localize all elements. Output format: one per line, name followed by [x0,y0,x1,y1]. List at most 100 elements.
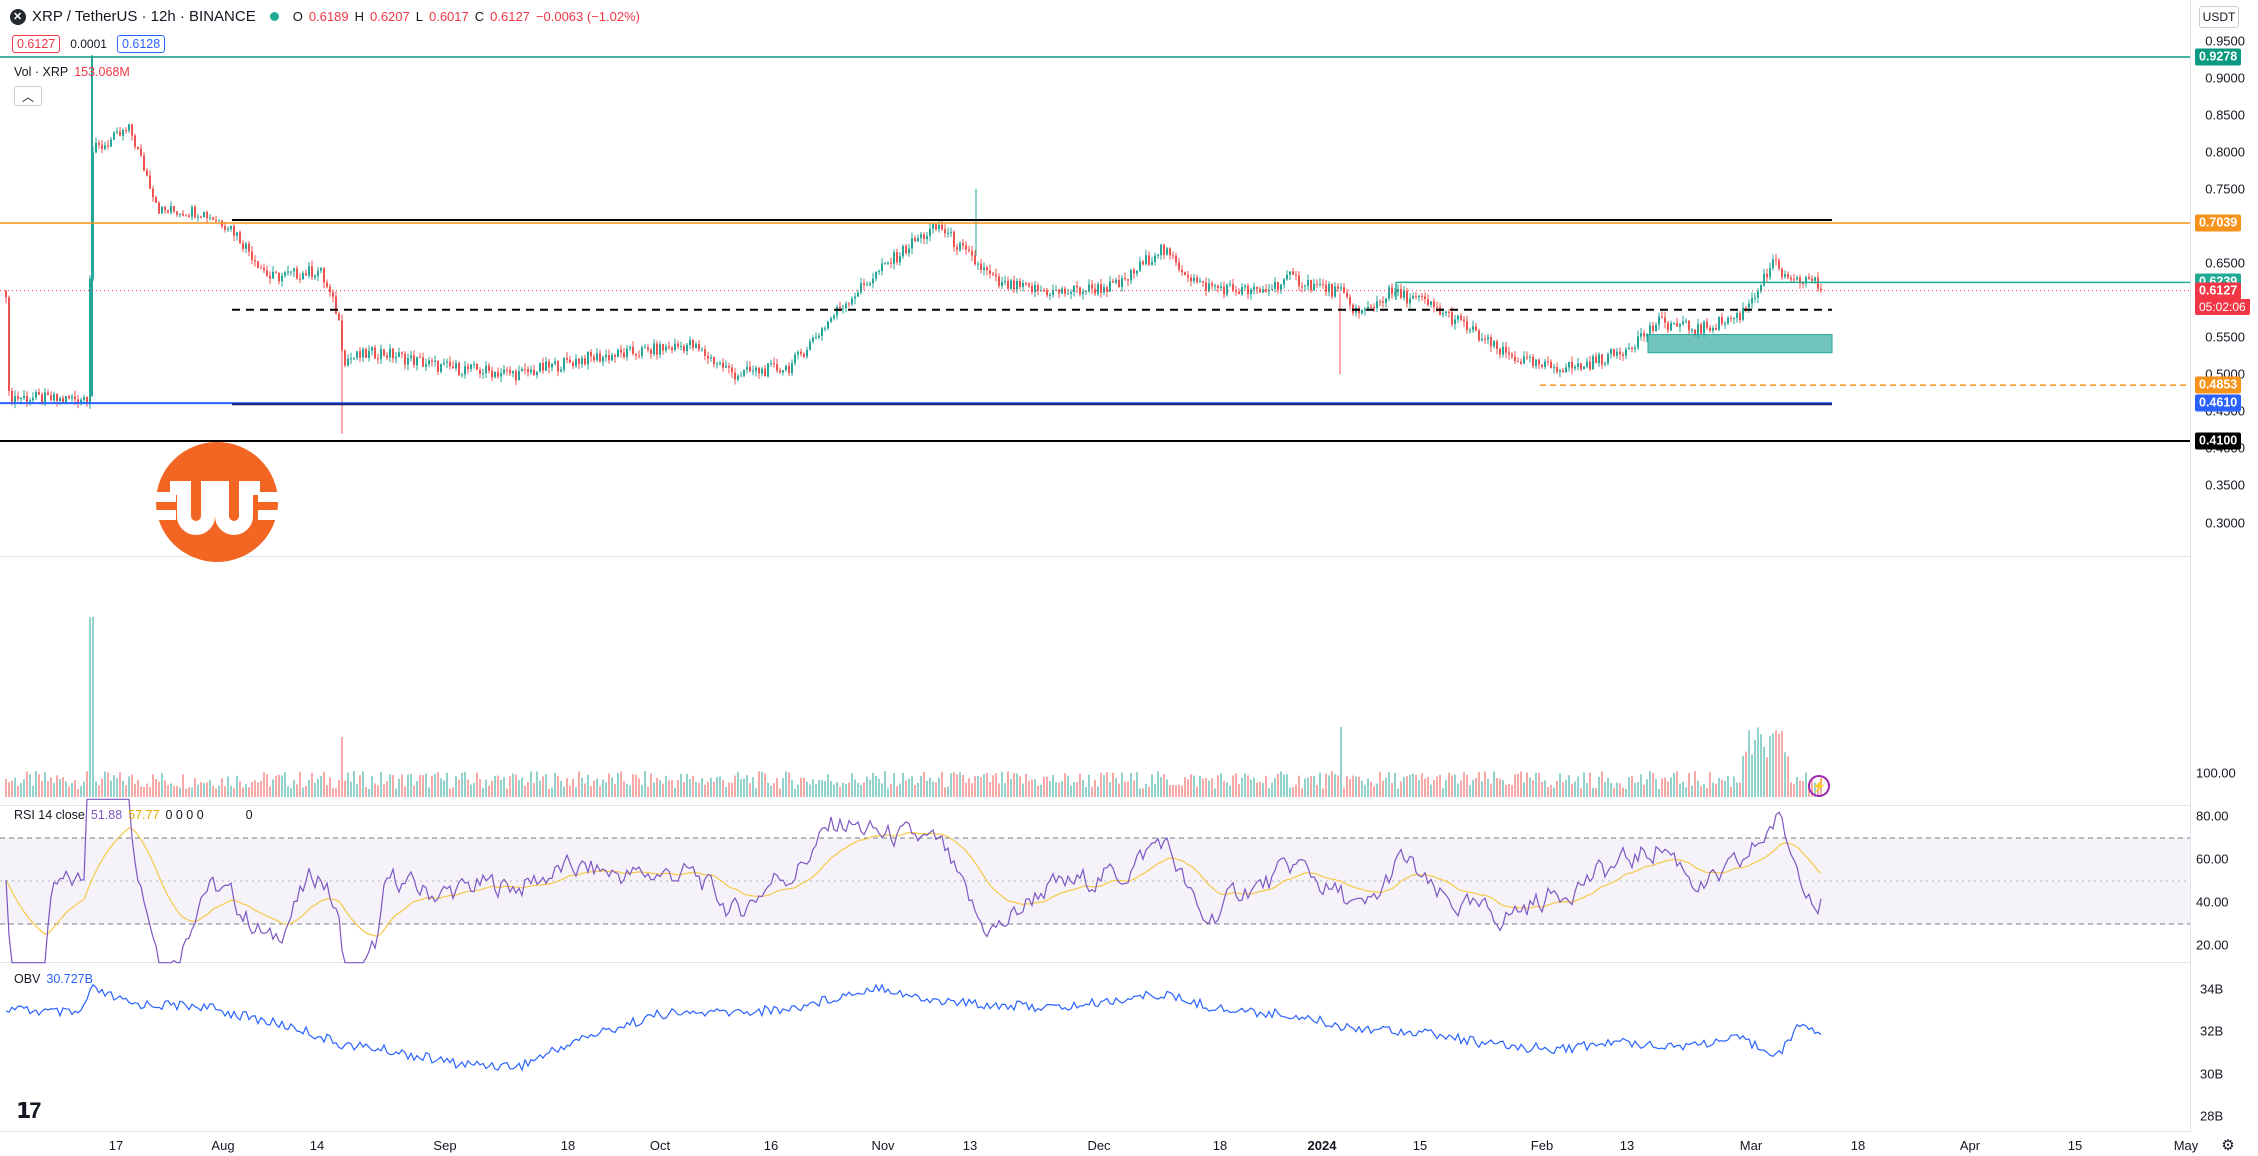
candle-body [1328,283,1330,293]
volume-bar [917,782,919,797]
price-tick-label: 0.9500 [2205,33,2245,49]
volume-bar [1304,778,1306,797]
volume-bar [1544,780,1546,797]
volume-bar [227,776,229,797]
candle-body [287,271,289,273]
volume-bar [1379,771,1381,797]
volume-bar [1157,771,1159,797]
candle-body [1469,330,1471,332]
volume-bar [1361,780,1363,797]
volume-bar [692,775,694,797]
volume-bar [1757,727,1759,797]
candle-body [5,290,7,298]
volume-bar [1583,772,1585,797]
symbol-title[interactable]: XRP / TetherUS · 12h · BINANCE [32,8,256,25]
candle-body [1613,348,1615,356]
candle-body [233,225,235,236]
volume-bar [1364,784,1366,797]
candle-body [1586,361,1588,367]
price-chart[interactable] [0,0,2190,797]
price-scale[interactable]: USDT [2190,0,2258,805]
volume-bar [1772,733,1774,797]
open-label: O [292,9,303,24]
obv-scale[interactable] [2190,964,2258,1132]
candle-body [1193,277,1195,282]
demand-zone [1647,334,1833,354]
volume-bar [1070,785,1072,797]
ask-button[interactable]: 0.6128 [116,35,166,53]
candle-body [1103,287,1105,293]
volume-bar [1193,775,1195,797]
candle-body [1619,351,1621,355]
settings-icon[interactable]: ⚙ [2221,1137,2235,1154]
candle-body [125,130,127,132]
rsi-chart[interactable] [0,798,2190,964]
candle-body [1661,316,1663,318]
volume-bar [1184,777,1186,797]
currency-button[interactable]: USDT [2199,6,2239,28]
candle-body [335,296,337,314]
volume-bar [347,772,349,797]
candle-body [314,275,316,278]
bid-button[interactable]: 0.6127 [12,35,61,53]
candle-body [1712,328,1714,331]
price-tick-label: 0.5500 [2205,329,2245,345]
candle-body [344,350,346,366]
volume-bar [95,781,97,797]
candle-body [1217,285,1219,288]
candle-body [1799,277,1801,284]
candle-body [377,358,379,360]
volume-bar [506,788,508,797]
candle-body [269,275,271,279]
volume-bar [1775,730,1777,797]
volume-bar [461,772,463,797]
high-label: H [354,9,364,24]
candle-body [1760,285,1762,292]
volume-bar [974,776,976,797]
tradingview-logo-icon[interactable]: 𝟭7 [16,1098,42,1123]
candle-body [95,142,97,153]
rsi-scale[interactable] [2190,805,2258,964]
candle-body [1499,348,1501,355]
volume-bar [488,785,490,797]
candle-body [1028,283,1030,286]
candle-body [1787,274,1789,278]
obv-chart[interactable] [0,964,2190,1132]
candle-body [1202,281,1204,283]
replay-icon[interactable]: ⚡ [1808,775,1830,797]
candle-body [1022,282,1024,287]
candle-body [1304,285,1306,287]
obv-value: 30.727B [46,972,93,986]
candle-body [1580,363,1582,370]
candle-body [1721,317,1723,324]
candle-body [374,347,376,359]
volume-bar [1709,772,1711,797]
candle-body [38,392,40,395]
collapse-icon[interactable]: ︿ [14,86,42,106]
price-pane[interactable]: ✕ XRP / TetherUS · 12h · BINANCE O 0.6189… [0,0,2190,797]
rsi-pane[interactable]: RSI 14 close 51.88 57.77 0 0 0 0 0 [0,798,2190,964]
volume-bar [161,773,163,797]
volume-bar [887,788,889,797]
candle-body [29,400,31,403]
rsi-line [5,798,1822,964]
candle-body [1667,322,1669,331]
volume-bar [905,780,907,797]
volume-bar [152,774,154,797]
candle-body [1523,356,1525,364]
candle-body [1559,370,1561,372]
rsi-tick-label: 80.00 [2196,808,2229,823]
volume-bar [1004,783,1006,797]
candle-body [1466,321,1468,331]
candle-body [1376,301,1378,308]
candle-body [1496,341,1498,349]
candle-body [818,335,820,338]
volume-bar [1598,776,1600,797]
candle-body [866,284,868,286]
volume-bar [1367,778,1369,797]
volume-bar [1439,774,1441,797]
candle-body [1703,321,1705,334]
obv-pane[interactable]: OBV 30.727B 𝟭7 [0,964,2190,1132]
candle-body [935,224,937,230]
candle-body [1685,320,1687,322]
